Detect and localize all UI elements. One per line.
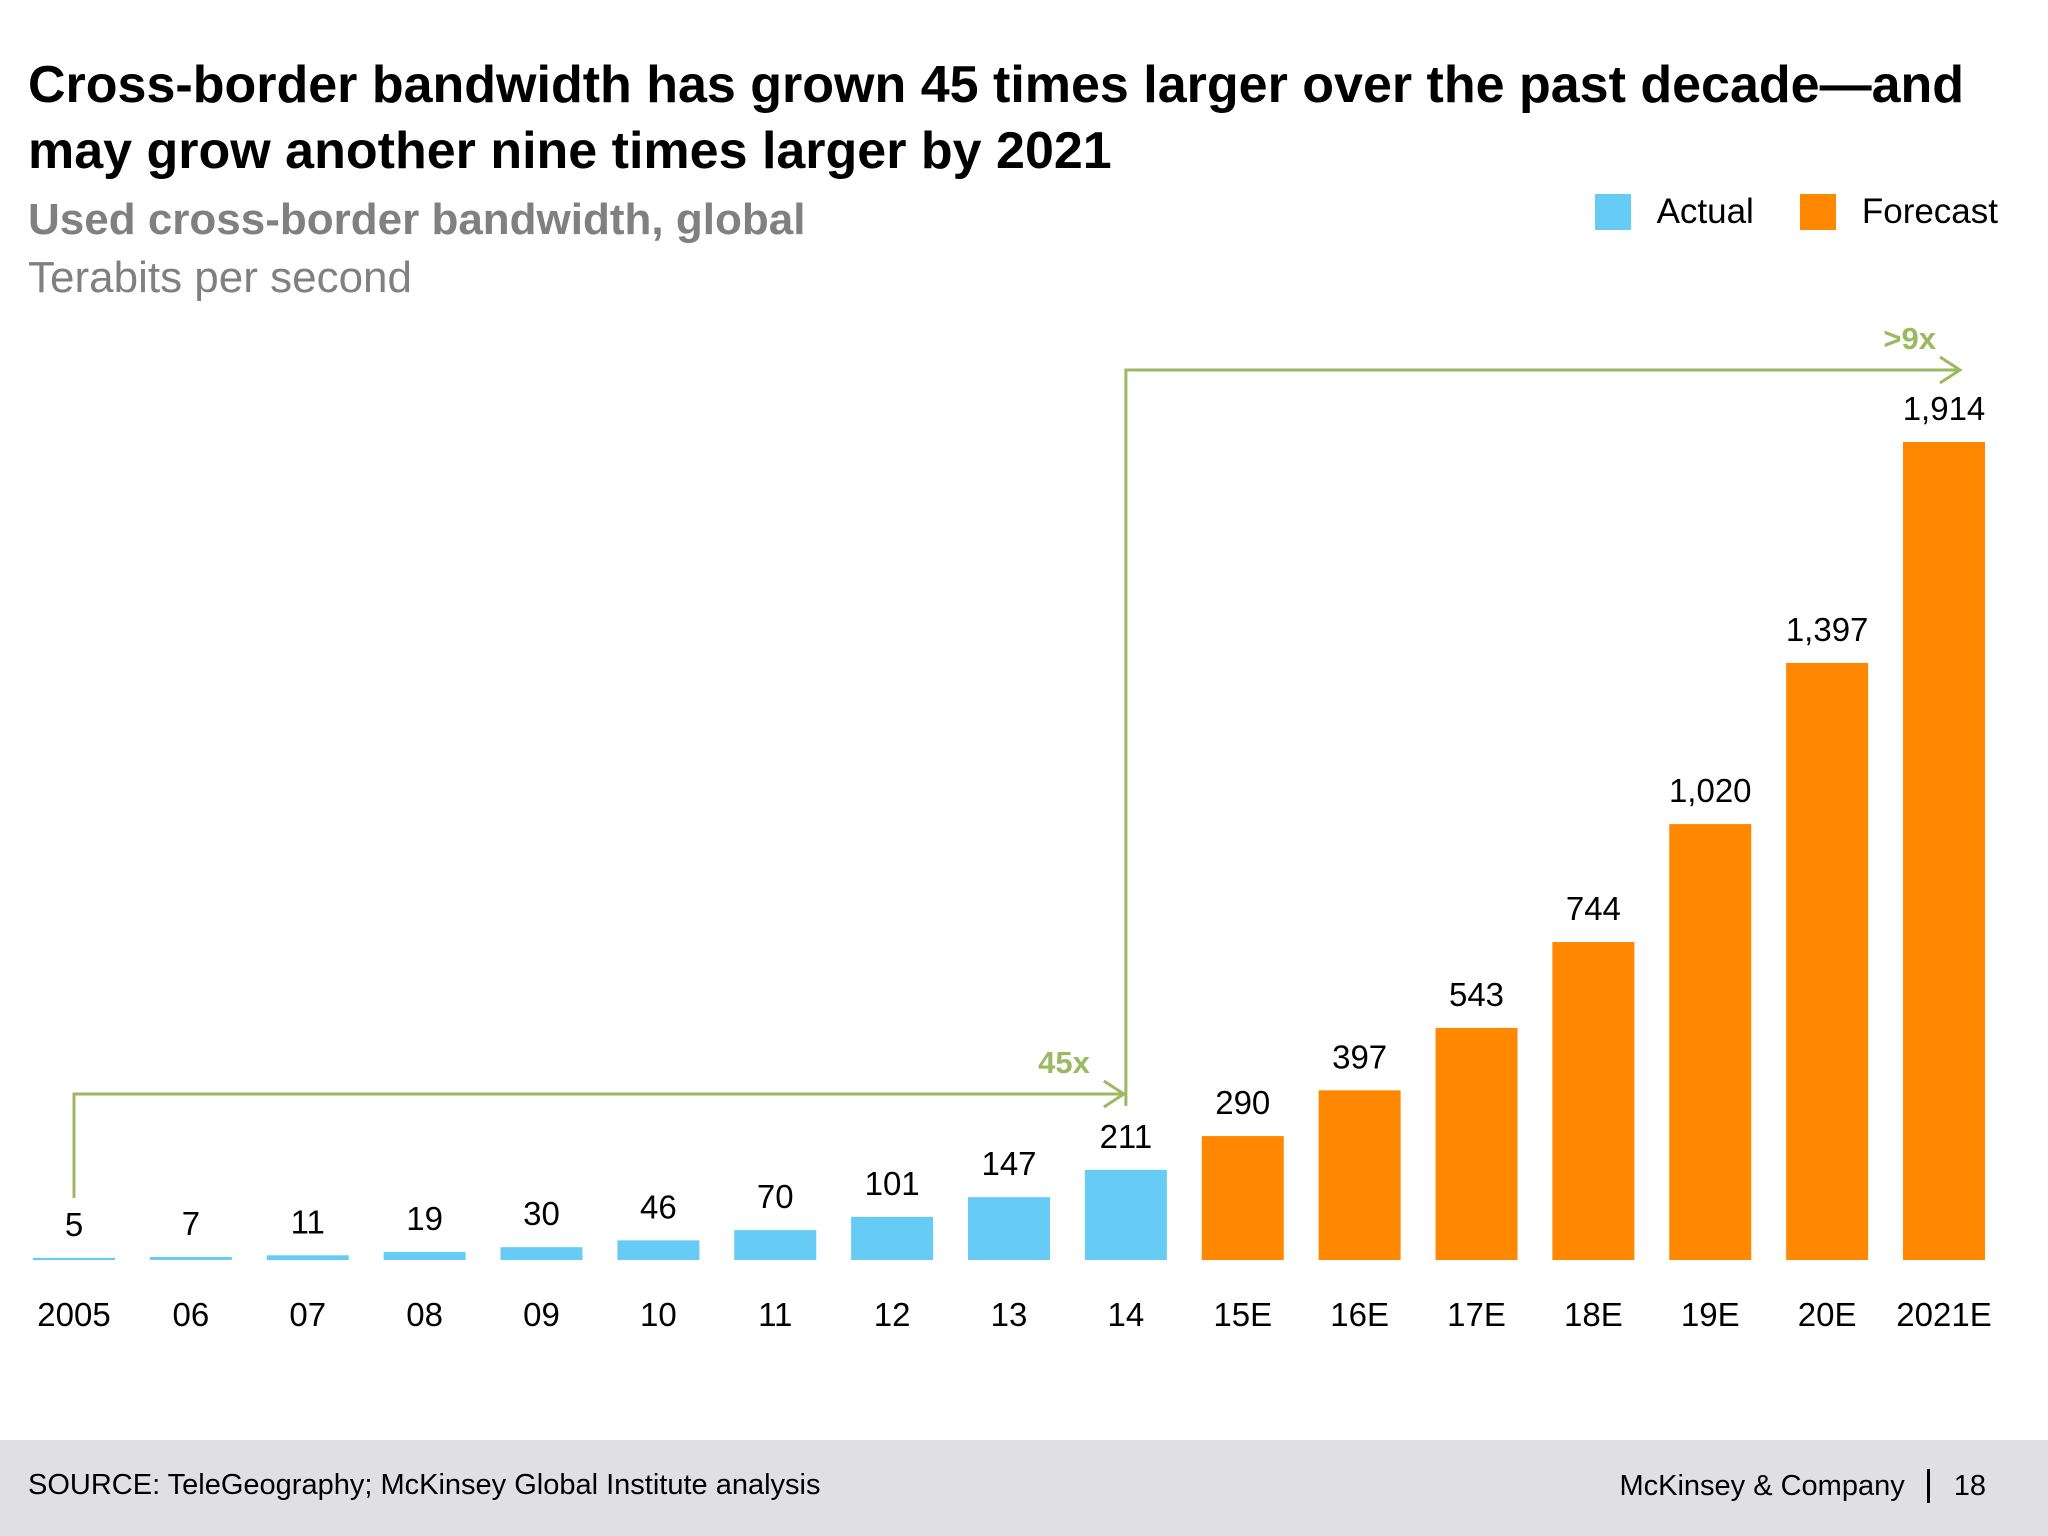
legend-swatch-actual xyxy=(1594,194,1631,230)
tick-label-18E: 18E xyxy=(1564,1296,1623,1333)
footer-brand: McKinsey & Company 18 xyxy=(1619,1469,1986,1503)
chart-legend: Actual Forecast xyxy=(1594,192,1998,232)
growth-label-2: >9x xyxy=(1883,321,1936,356)
tick-label-17E: 17E xyxy=(1447,1296,1506,1333)
tick-label-16E: 16E xyxy=(1330,1296,1389,1333)
value-label-14: 211 xyxy=(1100,1118,1153,1155)
tick-label-19E: 19E xyxy=(1681,1296,1740,1333)
value-label-19E: 1,020 xyxy=(1669,772,1752,809)
tick-label-11: 11 xyxy=(758,1296,792,1333)
tick-label-2021E: 2021E xyxy=(1896,1296,1991,1333)
value-label-13: 147 xyxy=(981,1145,1036,1182)
legend-label-forecast: Forecast xyxy=(1861,192,1998,231)
tick-label-14: 14 xyxy=(1108,1296,1145,1333)
tick-label-07: 07 xyxy=(289,1296,326,1333)
growth-arrow-1 xyxy=(72,1092,1124,1198)
bar-06 xyxy=(149,1257,232,1260)
value-label-09: 30 xyxy=(523,1195,560,1232)
bar-09 xyxy=(500,1247,583,1260)
legend-label-actual: Actual xyxy=(1656,192,1754,231)
tick-label-15E: 15E xyxy=(1213,1296,1272,1333)
page-number: 18 xyxy=(1953,1469,1986,1502)
tick-label-12: 12 xyxy=(874,1296,911,1333)
value-label-20E: 1,397 xyxy=(1786,611,1869,648)
bar-11 xyxy=(734,1230,817,1260)
bar-20E xyxy=(1786,662,1869,1260)
tick-label-20E: 20E xyxy=(1798,1296,1857,1333)
bar-2021E xyxy=(1903,442,1985,1260)
brand-name: McKinsey & Company xyxy=(1619,1469,1905,1502)
source-note: SOURCE: TeleGeography; McKinsey Global I… xyxy=(28,1469,821,1501)
growth-arrow-2 xyxy=(1124,368,1960,1106)
value-label-2005: 5 xyxy=(65,1206,83,1243)
legend-swatch-forecast xyxy=(1799,194,1836,230)
value-label-11: 70 xyxy=(757,1178,794,1215)
value-label-17E: 543 xyxy=(1449,976,1504,1013)
tick-label-2005: 2005 xyxy=(37,1296,110,1333)
bar-12 xyxy=(851,1216,934,1260)
tick-label-08: 08 xyxy=(406,1296,443,1333)
growth-label-1: 45x xyxy=(1038,1045,1090,1080)
bar-16E xyxy=(1318,1090,1401,1260)
brand-separator xyxy=(1926,1469,1930,1503)
growth-arrowhead-1 xyxy=(1103,1079,1127,1109)
chart-subtitle: Used cross-border bandwidth, global xyxy=(28,195,806,244)
legend-item-forecast: Forecast xyxy=(1799,192,1998,232)
growth-arrowhead-2 xyxy=(1939,355,1963,385)
value-label-18E: 744 xyxy=(1566,890,1621,927)
bar-13 xyxy=(968,1197,1050,1260)
bar-17E xyxy=(1435,1027,1518,1260)
tick-label-10: 10 xyxy=(640,1296,677,1333)
legend-item-actual: Actual xyxy=(1594,192,1754,232)
footer-bar: SOURCE: TeleGeography; McKinsey Global I… xyxy=(0,1440,2048,1536)
value-label-07: 11 xyxy=(291,1203,325,1240)
tick-label-13: 13 xyxy=(991,1296,1028,1333)
value-label-08: 19 xyxy=(406,1200,443,1237)
bar-18E xyxy=(1552,942,1635,1260)
value-label-16E: 397 xyxy=(1332,1038,1387,1075)
value-label-06: 7 xyxy=(182,1205,200,1242)
bar-07 xyxy=(266,1255,349,1260)
chart-unit: Terabits per second xyxy=(28,253,412,302)
bar-15E xyxy=(1201,1136,1284,1260)
bar-08 xyxy=(383,1251,466,1260)
value-label-15E: 290 xyxy=(1215,1084,1270,1121)
value-label-12: 101 xyxy=(865,1165,920,1202)
tick-label-06: 06 xyxy=(173,1296,210,1333)
slide-title: Cross-border bandwidth has grown 45 time… xyxy=(28,56,1965,180)
bar-2005 xyxy=(33,1257,115,1260)
tick-label-09: 09 xyxy=(523,1296,560,1333)
bar-19E xyxy=(1669,824,1752,1260)
bar-10 xyxy=(617,1240,700,1260)
bar-14 xyxy=(1084,1169,1167,1260)
value-label-2021E: 1,914 xyxy=(1903,390,1986,427)
value-label-10: 46 xyxy=(640,1188,677,1225)
bar-chart: 5 2005 7 06 11 07 19 08 30 09 46 10 70 11 101 12 147 13 21… xyxy=(33,321,1992,1333)
